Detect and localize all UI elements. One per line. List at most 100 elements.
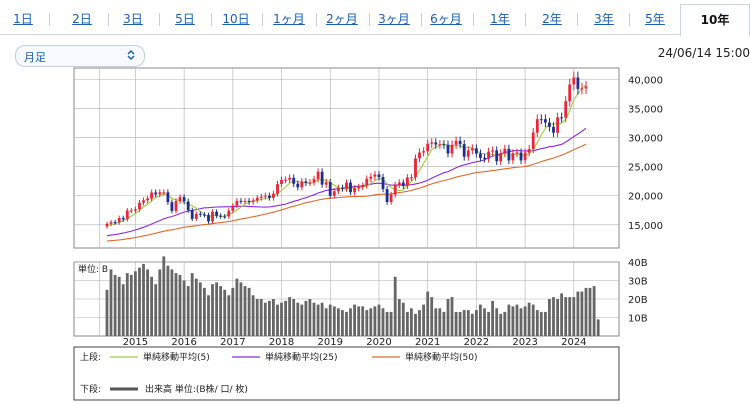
candle-body — [138, 202, 141, 210]
volume-bar — [475, 310, 478, 336]
volume-bar — [588, 287, 592, 336]
price-tick-label: 20,000 — [628, 192, 663, 203]
volume-bar — [316, 304, 320, 336]
volume-bar — [284, 300, 287, 336]
volume-bar — [292, 299, 296, 336]
candle-body — [198, 213, 202, 215]
volume-bar — [393, 276, 397, 336]
tab-12[interactable]: 3年 — [594, 12, 614, 26]
candle-period-select[interactable]: 月足 — [15, 45, 145, 67]
candle-body — [576, 77, 580, 89]
volume-tick-label: 30B — [628, 277, 648, 288]
tab-3[interactable]: 3日 — [123, 12, 143, 26]
candle-body — [560, 117, 563, 119]
candle-body — [308, 182, 312, 184]
candle-body — [312, 179, 316, 183]
volume-bar — [239, 282, 243, 336]
tab-14[interactable]: 10年 — [680, 4, 750, 37]
volume-bar — [499, 313, 503, 336]
candle-body — [247, 200, 251, 203]
candle-body — [166, 192, 170, 203]
tab-9[interactable]: 6ヶ月 — [430, 12, 462, 26]
candle-body — [215, 211, 218, 216]
candle-body — [288, 177, 291, 180]
volume-bar — [182, 280, 186, 336]
x-tick-label: 2023 — [512, 337, 537, 348]
candle-body — [385, 189, 389, 202]
candle-body — [381, 177, 385, 190]
tab-7[interactable]: 2ヶ月 — [326, 12, 358, 26]
candle-body — [178, 197, 182, 202]
candle-body — [401, 182, 405, 186]
candle-body — [410, 177, 413, 179]
volume-bar — [117, 276, 121, 336]
candle-body — [276, 184, 279, 194]
volume-bar — [178, 274, 182, 336]
candle-body — [353, 188, 356, 193]
volume-bar — [462, 310, 466, 336]
volume-bar — [113, 274, 117, 336]
volume-bar — [235, 278, 239, 336]
tab-4[interactable]: 5日 — [175, 12, 195, 26]
candle-body — [227, 210, 231, 217]
volume-bar — [422, 304, 425, 336]
volume-bar — [535, 310, 539, 336]
volume-bar — [397, 299, 401, 336]
candle-body — [393, 184, 397, 195]
volume-bar — [324, 308, 328, 337]
candle-body — [170, 202, 174, 211]
candle-body — [292, 177, 296, 184]
volume-bar — [406, 311, 409, 336]
price-tick-label: 35,000 — [628, 105, 663, 116]
candle-body — [182, 197, 186, 202]
candle-body — [487, 151, 490, 159]
volume-bar — [353, 304, 356, 336]
volume-bar — [243, 286, 247, 336]
candle-body — [272, 193, 275, 198]
tab-13[interactable]: 5年 — [645, 12, 665, 26]
volume-bar — [519, 308, 523, 337]
volume-bar — [596, 319, 600, 336]
candle-body — [211, 211, 214, 222]
volume-bar — [365, 310, 369, 336]
volume-bar — [280, 302, 283, 336]
tab-1[interactable]: 1日 — [13, 12, 33, 26]
candle-body — [491, 150, 494, 152]
volume-bar — [487, 311, 490, 336]
tab-11[interactable]: 2年 — [542, 12, 562, 26]
volume-bar — [357, 306, 361, 336]
candle-body — [324, 182, 328, 185]
volume-bar — [288, 297, 291, 336]
tab-8[interactable]: 3ヶ月 — [378, 12, 410, 26]
x-tick-label: 2019 — [318, 337, 343, 348]
tab-separator — [629, 13, 630, 26]
volume-bar — [150, 276, 153, 336]
legend-lower-prefix: 下段: — [80, 383, 101, 395]
candle-body — [377, 174, 381, 178]
volume-bar — [328, 304, 332, 336]
volume-bar — [527, 302, 531, 336]
volume-bar — [434, 308, 438, 337]
candle-body — [332, 191, 336, 196]
tab-2[interactable]: 2日 — [72, 12, 92, 26]
candle-body — [369, 176, 373, 179]
candle-body — [389, 194, 393, 202]
volume-bar — [219, 286, 222, 336]
volume-bar — [503, 311, 507, 336]
candle-body — [284, 179, 287, 181]
legend-ma-label: 単純移動平均(25) — [265, 351, 337, 363]
candle-body — [580, 88, 584, 90]
tab-10[interactable]: 1年 — [490, 12, 510, 26]
x-tick-label: 2017 — [220, 337, 245, 348]
volume-bar — [430, 297, 434, 336]
candle-body — [243, 200, 247, 202]
tab-6[interactable]: 1ヶ月 — [273, 12, 305, 26]
candle-body — [568, 84, 572, 102]
candle-body — [434, 142, 438, 145]
candle-body — [397, 182, 401, 185]
candle-body — [539, 119, 543, 121]
last-updated-timestamp: 24/06/14 15:00 — [657, 46, 750, 60]
volume-bar — [479, 304, 482, 336]
tab-5[interactable]: 10日 — [222, 12, 250, 26]
volume-bar — [109, 269, 113, 336]
